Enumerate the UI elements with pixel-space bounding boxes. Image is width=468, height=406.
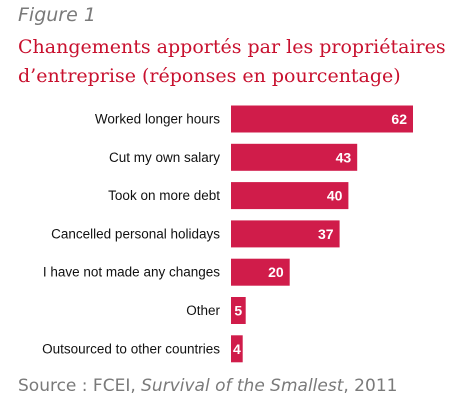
category-label: Cancelled personal holidays [51,226,220,241]
bar [231,182,349,210]
data-label: 40 [327,188,343,204]
source-citation: Source : FCEI, Survival of the Smallest,… [18,376,397,396]
bar [231,297,246,324]
data-label: 20 [268,264,284,280]
figure-label: Figure 1 [18,4,96,26]
bar [231,258,290,286]
bar [231,143,358,171]
category-label: Outsourced to other countries [42,341,220,356]
data-label: 5 [234,303,242,319]
source-suffix: , 2011 [343,376,398,396]
bar [231,335,243,363]
category-label: Other [186,303,220,318]
bar [231,105,413,133]
data-label: 37 [318,226,334,242]
chart-title: Changements apportés par les propriétair… [18,36,446,87]
data-label: 62 [391,111,407,127]
source-prefix: Source : FCEI, [18,376,142,396]
bar [231,220,340,248]
category-label: Worked longer hours [95,112,220,127]
category-label: I have not made any changes [43,265,220,280]
source-publication: Survival of the Smallest [141,376,344,396]
data-label: 43 [336,149,352,165]
category-label: Took on more debt [108,188,220,203]
data-label: 4 [233,341,241,357]
category-label: Cut my own salary [109,150,220,165]
